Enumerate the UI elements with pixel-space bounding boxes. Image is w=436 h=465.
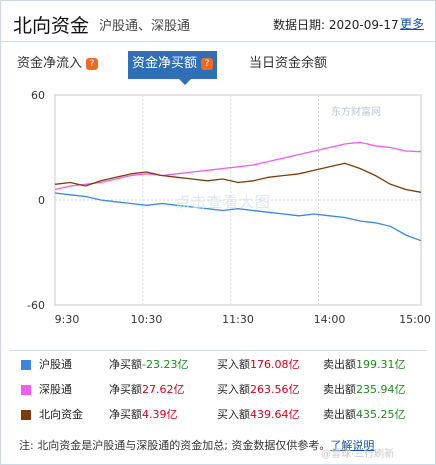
sell-label: 卖出额: [323, 358, 356, 371]
x-tick-label: 9:30: [55, 313, 80, 326]
net-buy-cell: 净买额4.39亿: [109, 403, 178, 427]
y-tick-label: -60: [27, 299, 45, 312]
series-name: 深股通: [39, 383, 72, 396]
series-line-2: [54, 162, 422, 193]
sell-cell: 卖出额235.94亿: [323, 378, 406, 402]
footnote: 注: 北向资金是沪股通与深股通的资金加总; 资金数据仅供参考。了解说明: [19, 437, 374, 453]
sell-value: 235.94亿: [356, 383, 406, 396]
tab-net-inflow[interactable]: 资金净流入?: [13, 51, 102, 79]
logo-watermark: 东方财富网: [331, 107, 381, 118]
more-link[interactable]: 更多: [400, 17, 425, 31]
net-buy-label: 净买额: [109, 383, 142, 396]
buy-value: 263.56亿: [250, 383, 300, 396]
buy-value: 439.64亿: [250, 408, 300, 421]
net-buy-value: 4.39亿: [142, 408, 178, 421]
buy-cell: 买入额176.08亿: [217, 353, 300, 377]
x-tick-label: 15:00: [399, 313, 431, 326]
x-tick-label: 14:00: [314, 313, 346, 326]
x-tick-label: 11:30: [222, 313, 254, 326]
color-swatch: [21, 385, 31, 395]
active-tab-caret: [179, 79, 191, 85]
net-buy-label: 净买额: [109, 358, 142, 371]
series-name: 沪股通: [39, 358, 72, 371]
tab-bar: 资金净流入? 资金净买额? 当日资金余额: [1, 51, 435, 85]
tab-net-buy[interactable]: 资金净买额?: [128, 51, 218, 79]
y-tick-label: 60: [31, 89, 45, 102]
legend-row-north: 北向资金 净买额4.39亿 买入额439.64亿 卖出额435.25亿: [9, 403, 427, 427]
legend-row-hgt: 沪股通 净买额-23.23亿 买入额176.08亿 卖出额199.31亿: [9, 353, 427, 377]
net-buy-chart: 60 0 -60 9:30 10:30 11:30 14:00 15:00: [27, 89, 431, 326]
buy-label: 买入额: [217, 408, 250, 421]
center-watermark[interactable]: 点击查看大图: [175, 193, 272, 211]
header-divider: [1, 41, 435, 42]
sell-value: 435.25亿: [356, 408, 406, 421]
net-buy-cell: 净买额27.62亿: [109, 378, 185, 402]
sell-label: 卖出额: [323, 408, 356, 421]
series-name: 北向资金: [39, 408, 83, 421]
explanation-link[interactable]: 了解说明: [330, 439, 375, 452]
buy-label: 买入额: [217, 383, 250, 396]
tab-net-buy-label: 资金净买额: [132, 56, 198, 71]
panel-header: 北向资金 沪股通、深股通 数据日期: 2020-09-17 更多: [1, 1, 435, 41]
series-line-1: [54, 141, 422, 191]
sell-cell: 卖出额199.31亿: [323, 353, 406, 377]
help-icon[interactable]: ?: [86, 58, 99, 70]
color-swatch: [21, 410, 31, 420]
x-tick-label: 10:30: [131, 313, 163, 326]
panel-subtitle: 沪股通、深股通: [99, 19, 191, 34]
series-line-0: [54, 192, 422, 242]
net-buy-value: -23.23亿: [142, 358, 189, 371]
y-tick-label: 0: [38, 194, 45, 207]
tab-daily-balance-label: 当日资金余额: [249, 56, 328, 71]
legend-row-sgt: 深股通 净买额27.62亿 买入额263.56亿 卖出额235.94亿: [9, 378, 427, 402]
buy-label: 买入额: [217, 358, 250, 371]
legend-table: 沪股通 净买额-23.23亿 买入额176.08亿 卖出额199.31亿 深股通…: [9, 350, 427, 429]
net-buy-cell: 净买额-23.23亿: [109, 353, 188, 377]
panel-title: 北向资金: [13, 15, 90, 37]
net-buy-value: 27.62亿: [142, 383, 185, 396]
buy-cell: 买入额263.56亿: [217, 378, 300, 402]
corner-watermark: @雪球·三行刷新: [321, 449, 395, 460]
net-buy-label: 净买额: [109, 408, 142, 421]
buy-value: 176.08亿: [250, 358, 300, 371]
sell-cell: 卖出额435.25亿: [323, 403, 406, 427]
tab-daily-balance[interactable]: 当日资金余额: [245, 51, 331, 79]
buy-cell: 买入额439.64亿: [217, 403, 300, 427]
sell-value: 199.31亿: [356, 358, 406, 371]
sell-label: 卖出额: [323, 383, 356, 396]
color-swatch: [21, 360, 31, 370]
data-date-label: 数据日期: 2020-09-17: [273, 18, 399, 32]
tab-net-inflow-label: 资金净流入: [17, 56, 83, 71]
help-icon[interactable]: ?: [201, 58, 214, 70]
footnote-text: 注: 北向资金是沪股通与深股通的资金加总; 资金数据仅供参考。: [19, 439, 331, 452]
